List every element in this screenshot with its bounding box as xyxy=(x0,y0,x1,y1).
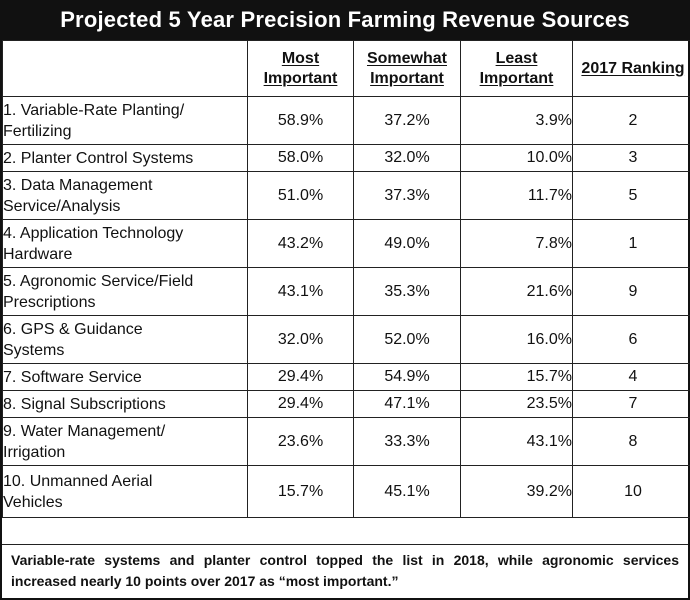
header-most-line2: Important xyxy=(263,69,338,87)
row-label-line: 4. Application Technology xyxy=(3,224,184,242)
cell-somewhat-important: 49.0% xyxy=(353,219,461,268)
cell-least-important: 16.0% xyxy=(460,315,573,364)
header-least-line1: Least xyxy=(495,49,538,67)
header-most-line1: Most xyxy=(281,49,320,67)
cell-most-important: 51.0% xyxy=(247,171,354,220)
cell-least-important: 3.9% xyxy=(460,96,573,145)
row-label-line: 8. Signal Subscriptions xyxy=(3,395,166,413)
revenue-table: Most Important Somewhat Important Least … xyxy=(2,40,690,518)
chart-title: Projected 5 Year Precision Farming Reven… xyxy=(0,0,690,40)
row-label: 7. Software Service xyxy=(2,363,248,391)
cell-somewhat-important: 37.3% xyxy=(353,171,461,220)
row-label: 9. Water Management/Irrigation xyxy=(2,417,248,466)
row-label-line: Irrigation xyxy=(3,443,66,461)
header-most-important: Most Important xyxy=(247,40,354,97)
row-label-line: Systems xyxy=(3,341,65,359)
cell-somewhat-important: 45.1% xyxy=(353,465,461,518)
cell-least-important: 39.2% xyxy=(460,465,573,518)
row-label-line: Service/Analysis xyxy=(3,197,121,215)
row-label-line: 7. Software Service xyxy=(3,368,142,386)
row-label-line: Hardware xyxy=(3,245,73,263)
cell-2017-ranking: 6 xyxy=(572,315,690,364)
table-row: 2. Planter Control Systems 58.0% 32.0% 1… xyxy=(2,144,690,172)
cell-most-important: 15.7% xyxy=(247,465,354,518)
table-row: 9. Water Management/Irrigation 23.6% 33.… xyxy=(2,417,690,466)
cell-2017-ranking: 3 xyxy=(572,144,690,172)
row-label-line: Prescriptions xyxy=(3,293,96,311)
header-somewhat-important: Somewhat Important xyxy=(353,40,461,97)
table-caption: Variable-rate systems and planter contro… xyxy=(2,544,688,598)
header-somewhat-line1: Somewhat xyxy=(366,49,447,67)
cell-least-important: 21.6% xyxy=(460,267,573,316)
row-label-line: 3. Data Management xyxy=(3,176,153,194)
cell-most-important: 23.6% xyxy=(247,417,354,466)
cell-somewhat-important: 32.0% xyxy=(353,144,461,172)
cell-most-important: 58.9% xyxy=(247,96,354,145)
table-row: 8. Signal Subscriptions 29.4% 47.1% 23.5… xyxy=(2,390,690,418)
cell-somewhat-important: 35.3% xyxy=(353,267,461,316)
table-row: 3. Data Management Service/Analysis 51.0%… xyxy=(2,171,690,220)
row-label-line: 2. Planter Control Systems xyxy=(3,149,194,167)
row-label-line: 1. Variable-Rate Planting/ xyxy=(3,101,185,119)
cell-least-important: 11.7% xyxy=(460,171,573,220)
row-label: 10. Unmanned Aerial Vehicles xyxy=(2,465,248,518)
cell-most-important: 58.0% xyxy=(247,144,354,172)
header-somewhat-line2: Important xyxy=(370,69,444,87)
row-label: 6. GPS & Guidance Systems xyxy=(2,315,248,364)
cell-most-important: 29.4% xyxy=(247,363,354,391)
cell-2017-ranking: 7 xyxy=(572,390,690,418)
cell-2017-ranking: 5 xyxy=(572,171,690,220)
cell-most-important: 32.0% xyxy=(247,315,354,364)
header-row: Most Important Somewhat Important Least … xyxy=(2,40,690,97)
cell-most-important: 29.4% xyxy=(247,390,354,418)
table-row: 7. Software Service 29.4% 54.9% 15.7% 4 xyxy=(2,363,690,391)
row-label-line: 6. GPS & Guidance xyxy=(3,320,143,338)
row-label: 4. Application Technology Hardware xyxy=(2,219,248,268)
table-row: 5. Agronomic Service/Field Prescriptions … xyxy=(2,267,690,316)
header-2017-ranking: 2017 Ranking xyxy=(572,40,690,97)
cell-least-important: 23.5% xyxy=(460,390,573,418)
row-label: 1. Variable-Rate Planting/Fertilizing xyxy=(2,96,248,145)
cell-least-important: 43.1% xyxy=(460,417,573,466)
cell-least-important: 15.7% xyxy=(460,363,573,391)
cell-2017-ranking: 4 xyxy=(572,363,690,391)
row-label: 8. Signal Subscriptions xyxy=(2,390,248,418)
cell-2017-ranking: 9 xyxy=(572,267,690,316)
row-label-line: 10. Unmanned Aerial xyxy=(3,472,153,490)
header-label-cell xyxy=(2,40,248,97)
row-label-line: 9. Water Management/ xyxy=(3,422,166,440)
cell-most-important: 43.2% xyxy=(247,219,354,268)
table-row: 10. Unmanned Aerial Vehicles 15.7% 45.1% … xyxy=(2,465,690,518)
header-least-line2: Important xyxy=(479,69,554,87)
row-label-line: Vehicles xyxy=(3,493,63,511)
row-label-line: Fertilizing xyxy=(3,122,72,140)
cell-2017-ranking: 10 xyxy=(572,465,690,518)
table-row: 1. Variable-Rate Planting/Fertilizing 58… xyxy=(2,96,690,145)
cell-somewhat-important: 52.0% xyxy=(353,315,461,364)
row-label: 5. Agronomic Service/Field Prescriptions xyxy=(2,267,248,316)
cell-somewhat-important: 54.9% xyxy=(353,363,461,391)
cell-somewhat-important: 37.2% xyxy=(353,96,461,145)
table-row: 4. Application Technology Hardware 43.2% … xyxy=(2,219,690,268)
cell-least-important: 7.8% xyxy=(460,219,573,268)
cell-2017-ranking: 8 xyxy=(572,417,690,466)
cell-least-important: 10.0% xyxy=(460,144,573,172)
cell-somewhat-important: 33.3% xyxy=(353,417,461,466)
table-row: 6. GPS & Guidance Systems 32.0% 52.0% 16.… xyxy=(2,315,690,364)
header-least-important: Least Important xyxy=(460,40,573,97)
row-label: 2. Planter Control Systems xyxy=(2,144,248,172)
row-label-line: 5. Agronomic Service/Field xyxy=(3,272,194,290)
cell-2017-ranking: 2 xyxy=(572,96,690,145)
row-label: 3. Data Management Service/Analysis xyxy=(2,171,248,220)
header-rank-text: 2017 Ranking xyxy=(581,59,685,77)
cell-most-important: 43.1% xyxy=(247,267,354,316)
cell-somewhat-important: 47.1% xyxy=(353,390,461,418)
cell-2017-ranking: 1 xyxy=(572,219,690,268)
